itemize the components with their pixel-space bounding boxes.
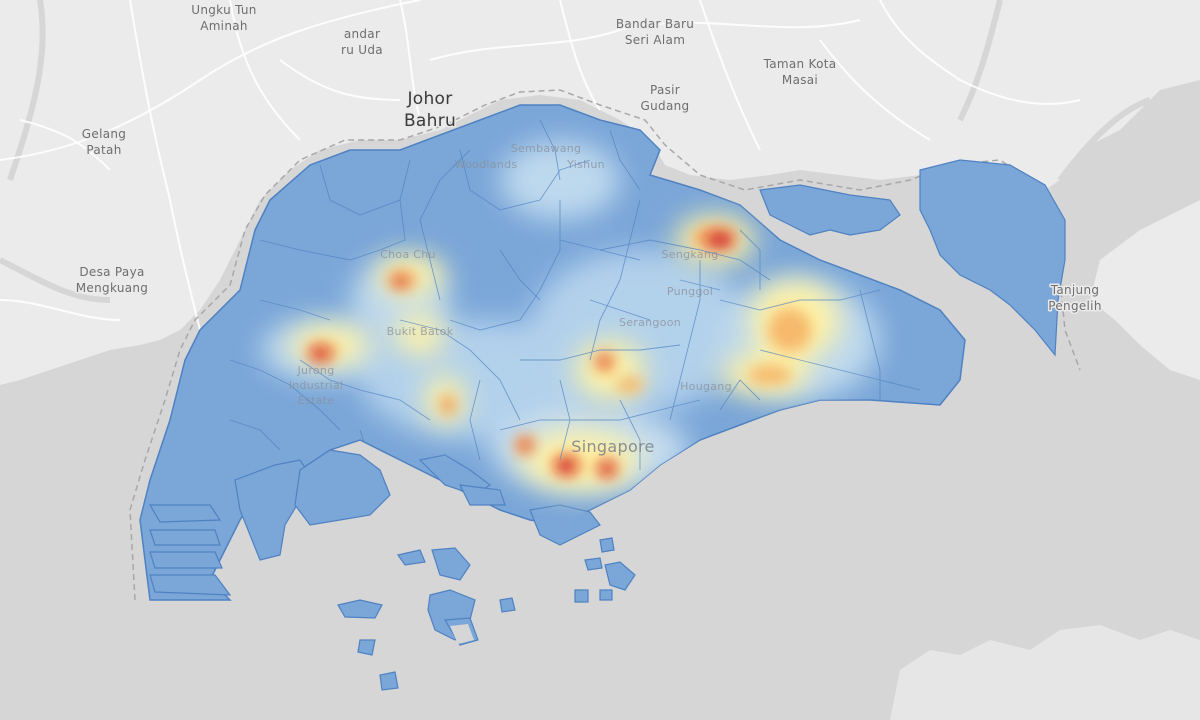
svg-text:Seri Alam: Seri Alam [625, 33, 685, 47]
label-choa-chu-kang: Choa Chu [380, 248, 436, 261]
label-desa-paya-mengkuang: Desa Paya Mengkuang [74, 264, 149, 297]
svg-text:Gelang: Gelang [82, 127, 126, 141]
svg-text:Bandar Baru: Bandar Baru [616, 17, 694, 31]
maritime-boundary [129, 89, 1081, 601]
label-bandar-uda: andar ru Uda [340, 26, 385, 59]
label-sembawang: Sembawang [511, 142, 582, 155]
label-punggol: Punggol [667, 285, 713, 298]
label-bukit-batok: Bukit Batok [387, 325, 454, 338]
johor-roads [0, 0, 1081, 331]
label-tanjung-pengelih: Tanjung Pengelih [1047, 282, 1103, 315]
label-johor-bahru: Johor Bahru [402, 88, 457, 133]
svg-text:Bahru: Bahru [404, 111, 456, 131]
johor-landmass [0, 0, 1200, 385]
johor-rivers [0, 0, 1151, 303]
pulau-tekong [919, 159, 1066, 357]
label-hougang: Hougang [680, 380, 732, 393]
label-bandar-baru-seri-alam: Bandar Baru Seri Alam [614, 16, 695, 49]
svg-text:Estate: Estate [298, 394, 335, 407]
label-sengkang: Sengkang [662, 248, 719, 261]
svg-text:andar: andar [344, 27, 380, 41]
islet-grey [450, 624, 474, 644]
svg-text:Jurong: Jurong [297, 364, 335, 377]
svg-text:Mengkuang: Mengkuang [76, 281, 148, 295]
label-ungku-tun-aminah: Ungku Tun Aminah [190, 2, 258, 35]
svg-text:ru Uda: ru Uda [341, 43, 383, 57]
svg-text:Johor: Johor [406, 89, 452, 109]
southern-islands [337, 504, 636, 691]
label-singapore: Singapore [571, 437, 654, 456]
label-taman-kota-masai: Taman Kota Masai [761, 56, 838, 89]
svg-text:Tanjung: Tanjung [1050, 283, 1100, 297]
svg-text:Patah: Patah [86, 143, 121, 157]
svg-text:Gudang: Gudang [641, 99, 690, 113]
svg-text:Taman Kota: Taman Kota [763, 57, 837, 71]
batam-island [890, 625, 1200, 720]
western-islands [148, 449, 506, 596]
label-jurong-industrial-estate: Jurong Industrial Estate [289, 364, 344, 407]
label-woodlands: Woodlands [455, 158, 518, 171]
svg-text:Masai: Masai [782, 73, 818, 87]
svg-text:Pengelih: Pengelih [1048, 299, 1101, 313]
label-serangoon: Serangoon [619, 316, 681, 329]
svg-text:Aminah: Aminah [200, 19, 248, 33]
label-pasir-gudang: Pasir Gudang [639, 82, 691, 115]
east-landmass [1090, 200, 1200, 380]
label-gelang-patah: Gelang Patah [80, 126, 127, 159]
svg-text:Industrial: Industrial [289, 379, 344, 392]
pulau-ubin [759, 184, 901, 236]
svg-text:Pasir: Pasir [650, 83, 680, 97]
subzone-boundaries [229, 119, 921, 470]
label-yishun: Yishun [566, 158, 605, 171]
svg-text:Desa Paya: Desa Paya [79, 265, 144, 279]
svg-text:Ungku Tun: Ungku Tun [191, 3, 256, 17]
